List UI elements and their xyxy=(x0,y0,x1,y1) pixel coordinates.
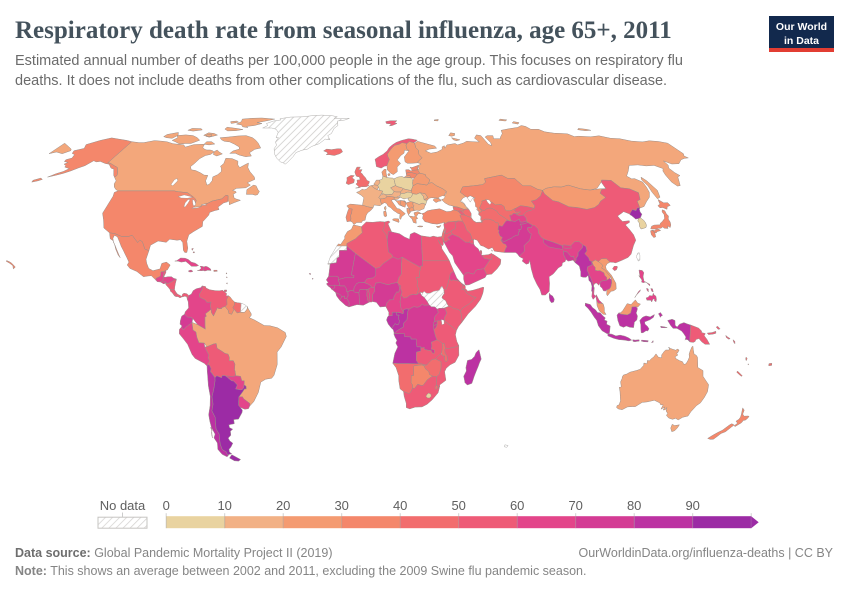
svg-text:90: 90 xyxy=(685,498,699,513)
svg-text:70: 70 xyxy=(568,498,582,513)
svg-text:10: 10 xyxy=(217,498,231,513)
svg-text:No data: No data xyxy=(100,498,146,513)
svg-text:60: 60 xyxy=(510,498,524,513)
svg-text:0: 0 xyxy=(163,498,170,513)
svg-text:80: 80 xyxy=(627,498,641,513)
svg-text:30: 30 xyxy=(334,498,348,513)
svg-text:40: 40 xyxy=(393,498,407,513)
svg-text:50: 50 xyxy=(451,498,465,513)
svg-text:20: 20 xyxy=(276,498,290,513)
